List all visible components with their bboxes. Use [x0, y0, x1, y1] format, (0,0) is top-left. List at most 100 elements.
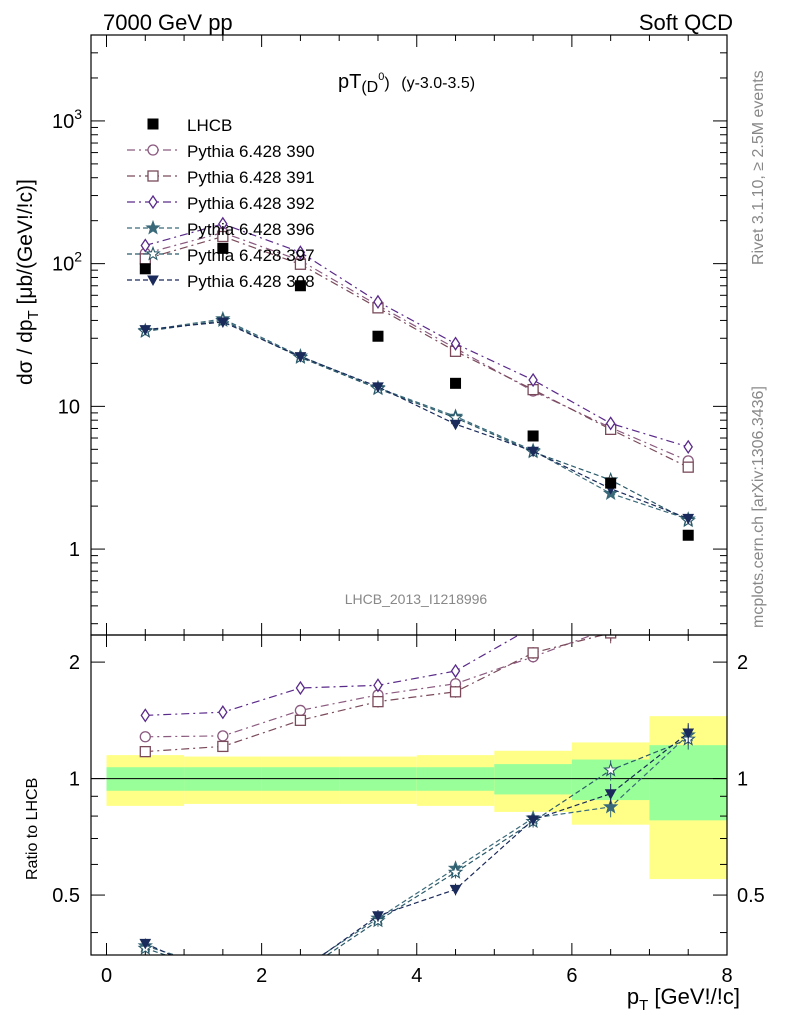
ratio-frame: [90, 634, 728, 956]
marker-star: [145, 219, 161, 235]
x-tick-label: 0: [101, 965, 112, 987]
marker-triangle-down: [147, 275, 159, 287]
y-axis-label: dσ / dpT [μb/(GeV!/!c)]: [14, 179, 42, 385]
xlabel-unit: [GeV!/!c]: [648, 984, 740, 1009]
marker-data: [217, 242, 229, 254]
series-line: [145, 235, 689, 468]
marker-circle: [294, 704, 307, 717]
band-inner: [494, 764, 572, 795]
legend-label: Pythia 6.428 390: [187, 142, 315, 161]
ratio-y-tick-label: 1: [69, 769, 80, 791]
title-close: ): [384, 75, 389, 92]
y-tick-label: 10: [58, 396, 80, 418]
plot-title: pT(D0) (y-3.0-3.5): [338, 71, 475, 96]
marker-triangle-down: [218, 974, 228, 983]
marker-diamond: [140, 708, 151, 723]
marker-diamond: [148, 194, 158, 210]
marker-triangle-down: [295, 967, 305, 976]
x-tick-label: 4: [411, 965, 422, 987]
marker-star: [294, 963, 306, 975]
marker-triangle-down: [682, 728, 695, 739]
xlabel-main: p: [627, 984, 639, 1009]
marker-square: [527, 647, 539, 659]
ratio-y-tick-label-right: 0.5: [737, 885, 765, 907]
marker-diamond: [450, 663, 461, 679]
ratio-line: [145, 734, 689, 955]
marker-diamond: [295, 245, 306, 260]
series-line: [145, 223, 689, 448]
marker-square: [449, 686, 462, 698]
marker-data: [527, 430, 539, 442]
ratio-line: [145, 732, 689, 955]
marker-diamond: [607, 611, 615, 623]
marker-data: [682, 529, 694, 541]
marker-diamond: [683, 439, 694, 455]
marker-data: [147, 118, 159, 130]
ratio-panel-series: [137, 589, 696, 983]
ratio-y-axis-label: Ratio to LHCB: [24, 778, 41, 880]
ratio-line: [145, 738, 689, 955]
marker-triangle-down: [449, 884, 462, 896]
band-inner: [649, 745, 727, 821]
rivet-label: Rivet 3.1.10, ≥ 2.5M events: [750, 70, 767, 265]
marker-diamond: [450, 336, 461, 351]
title-sub: (D: [361, 79, 378, 96]
ratio-line: [145, 635, 520, 716]
legend: LHCB Pythia 6.428 390 Pythia 6.428 391 Pyth…: [127, 116, 315, 291]
marker-square: [217, 740, 229, 753]
ylabel-unit: [μb/(GeV!/!c)]: [14, 179, 37, 310]
x-tick-label: 2: [256, 965, 267, 987]
marker-circle: [217, 730, 229, 742]
marker-data: [450, 377, 462, 389]
marker-circle: [147, 144, 159, 156]
xlabel-sub: T: [639, 997, 648, 1014]
marker-square: [217, 230, 229, 243]
ratio-line: [145, 635, 594, 738]
uncertainty-bands: [91, 716, 727, 880]
marker-triangle-down: [449, 419, 462, 431]
marker-star: [294, 967, 306, 979]
marker-triangle-down: [527, 815, 539, 826]
title-main: pT: [338, 71, 361, 93]
legend-label: Pythia 6.428 392: [187, 194, 315, 213]
marker-data: [605, 477, 617, 489]
legend-label: Pythia 6.428 397: [187, 246, 315, 265]
ratio-y-tick-label-right: 2: [737, 652, 748, 674]
legend-label: Pythia 6.428 391: [187, 168, 315, 187]
marker-square: [139, 745, 151, 758]
ratio-line: [145, 635, 605, 753]
marker-data: [294, 280, 306, 292]
x-tick-label: 6: [566, 965, 577, 987]
marker-diamond: [373, 294, 383, 310]
series-line: [145, 231, 689, 462]
marker-diamond: [218, 216, 228, 232]
series-line: [145, 319, 689, 522]
marker-diamond: [140, 238, 151, 253]
marker-triangle-down: [372, 911, 384, 922]
marker-square: [683, 589, 693, 599]
main-panel-series: [137, 216, 696, 541]
marker-square: [605, 635, 617, 639]
title-sup: 0: [378, 71, 384, 83]
marker-triangle-down: [527, 446, 539, 458]
x-tick-label: 8: [721, 965, 732, 987]
marker-diamond: [218, 705, 228, 720]
marker-star: [217, 968, 229, 980]
legend-label: LHCB: [187, 116, 232, 135]
x-axis-label: pT [GeV!/!c]: [627, 984, 740, 1014]
ylabel-sub: T: [25, 310, 42, 319]
series-line: [145, 318, 689, 520]
ratio-y-tick-label: 2: [69, 652, 80, 674]
marker-triangle-down: [682, 513, 695, 525]
ratio-y-tick-label-right: 1: [737, 769, 748, 791]
marker-triangle-down: [604, 789, 617, 800]
marker-star: [447, 864, 464, 879]
marker-square: [682, 461, 694, 473]
marker-square: [294, 714, 307, 726]
marker-square: [147, 170, 159, 182]
axis-ticks: 0 2 4 6 8 1 10 102 103 0.5 0.5 1 1 2 2: [52, 34, 765, 987]
marker-star: [217, 963, 229, 975]
marker-triangle-down: [139, 938, 152, 950]
marker-diamond: [373, 678, 383, 693]
